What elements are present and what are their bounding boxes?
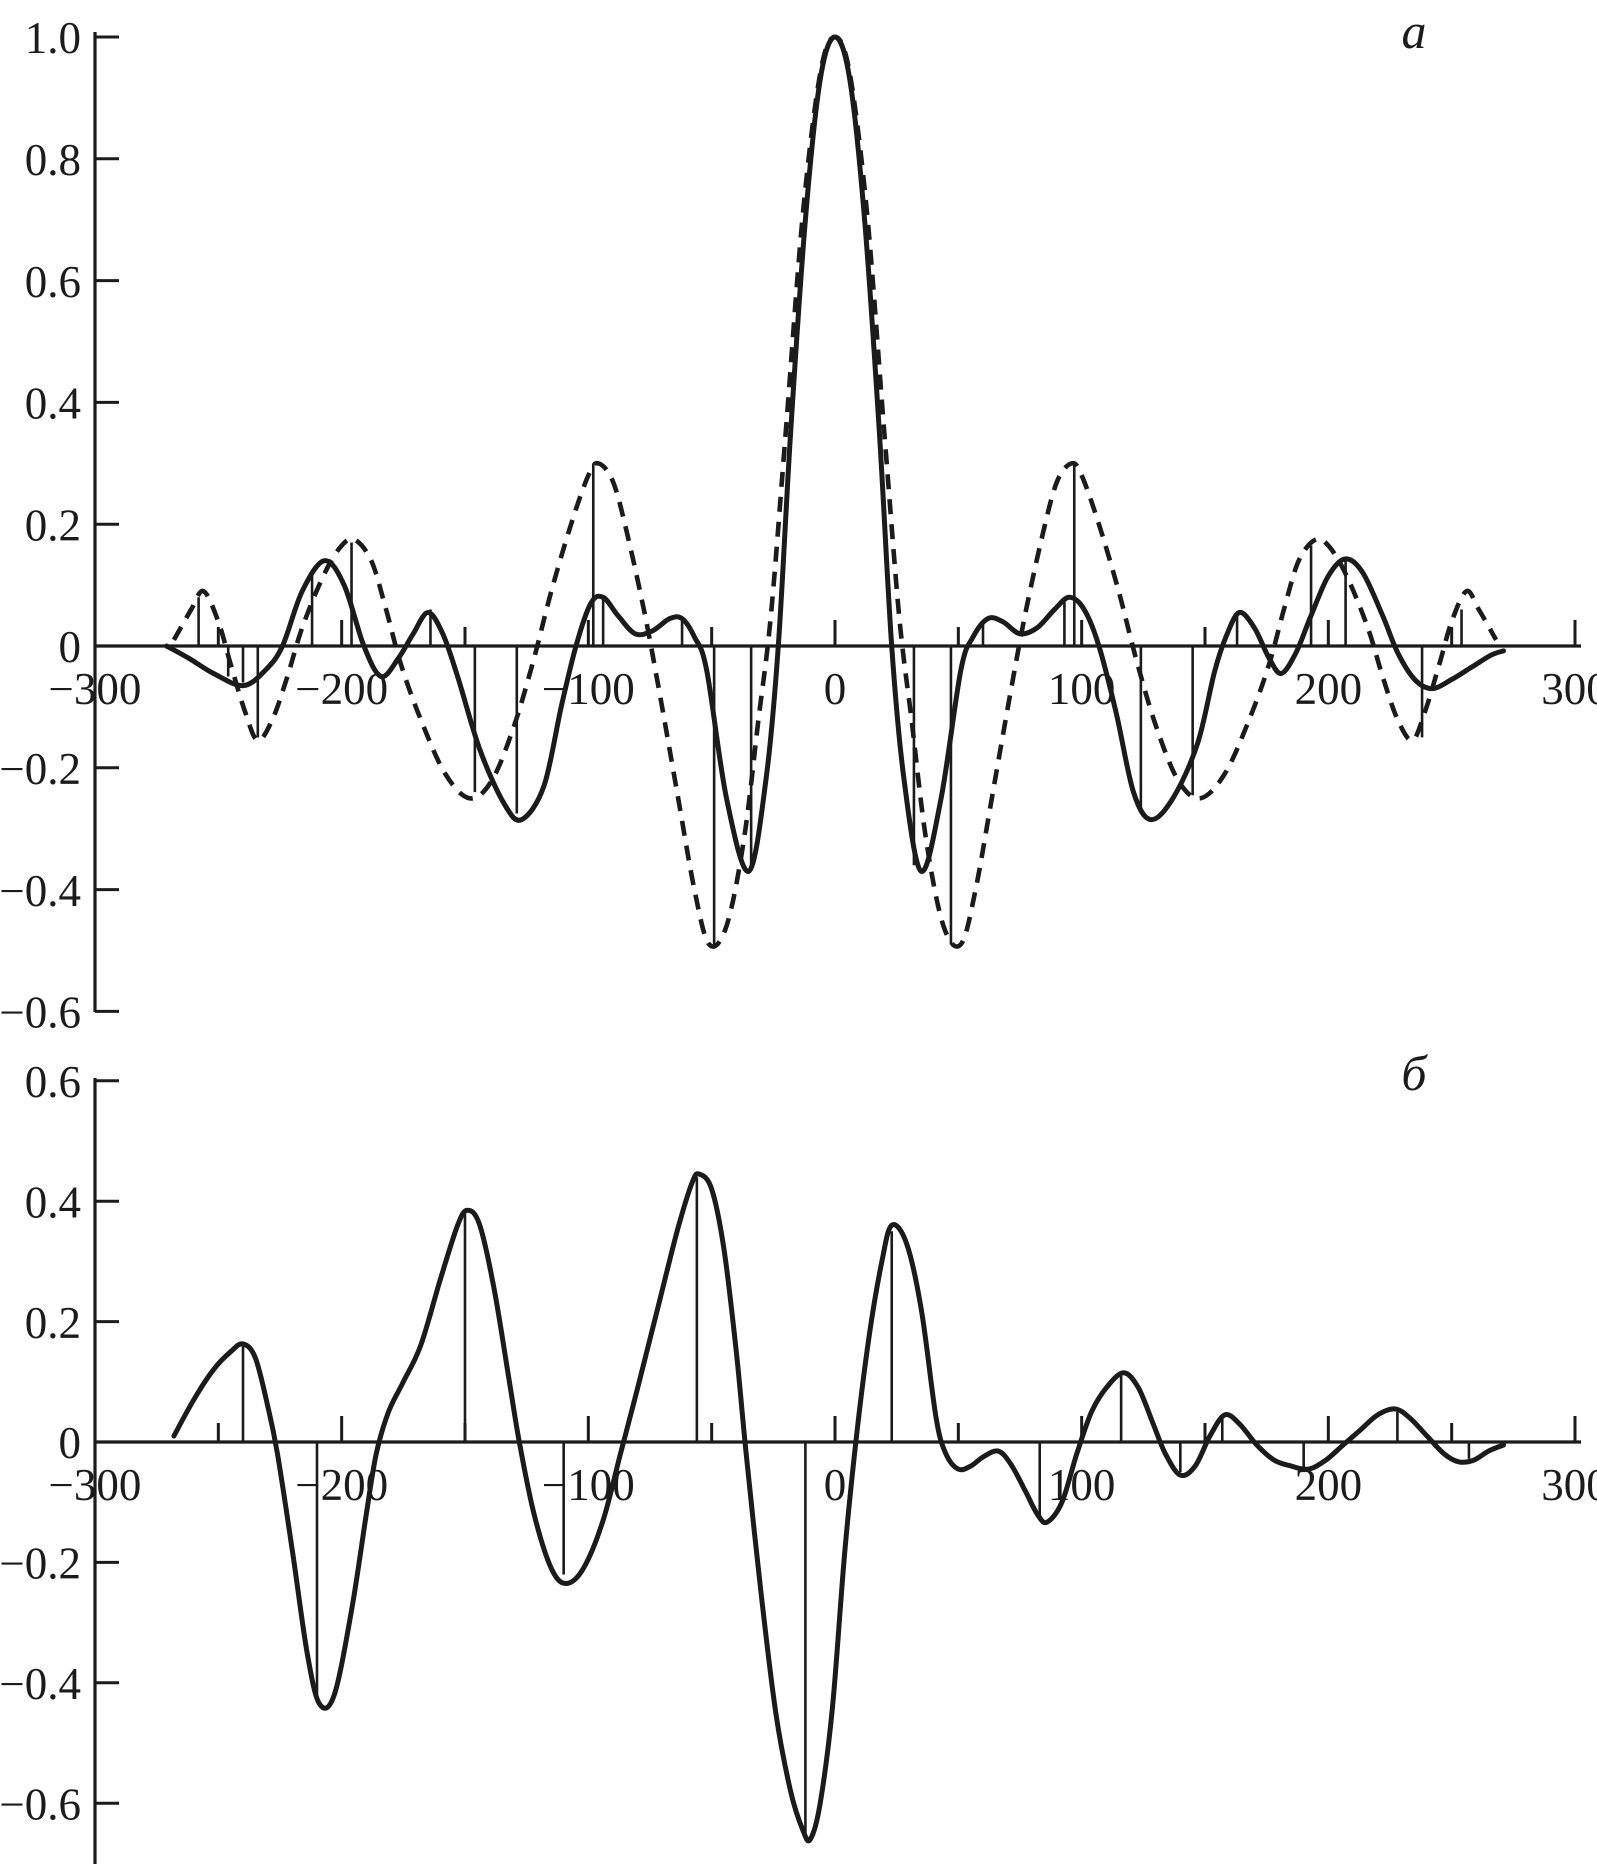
y-tick-label: 0.4: [25, 379, 81, 429]
x-tick-label: 300: [1541, 664, 1597, 714]
panel-a-label: a: [1401, 3, 1427, 59]
y-tick-label: −0.6: [0, 988, 81, 1038]
panel-b: 0.60.40.20−0.2−0.4−0.6−300 −200 −100 0 100 20…: [0, 1057, 1597, 1864]
dashed-reference-curve: [171, 34, 1499, 949]
x-tick-label: 0: [824, 1460, 847, 1510]
x-tick-label: 0: [824, 664, 847, 714]
x-tick-label: 200: [1295, 664, 1363, 714]
y-tick-label: −0.6: [0, 1779, 81, 1829]
panel-b-label: б: [1401, 1045, 1427, 1101]
y-tick-label: −0.4: [0, 1659, 81, 1709]
x-tick-label: 300: [1541, 1460, 1597, 1510]
x-tick-label: −100: [542, 1460, 635, 1510]
y-tick-label: 0: [59, 1418, 82, 1468]
x-tick-label: −300: [49, 1460, 142, 1510]
x-tick-label: 100: [1048, 1460, 1116, 1510]
y-tick-label: 0.4: [25, 1177, 81, 1227]
x-tick-label: −100: [542, 664, 635, 714]
y-tick-label: 0.6: [25, 1057, 81, 1107]
y-tick-label: 1.0: [25, 13, 81, 63]
y-tick-label: 0.2: [25, 500, 81, 550]
y-tick-label: −0.4: [0, 866, 81, 916]
solid-response-curve: [171, 1171, 1506, 1844]
y-tick-label: 0.6: [25, 257, 81, 307]
x-tick-label: −200: [295, 664, 388, 714]
y-tick-label: 0.8: [25, 135, 81, 185]
y-tick-label: 0.2: [25, 1298, 81, 1348]
x-tick-label: −300: [49, 664, 142, 714]
panel-a: 1.0 0.8 0.6 0.4 0.2 0 −0.2 −0.4 −0.6 −300 −200 −100…: [0, 13, 1597, 1037]
y-tick-label: −0.2: [0, 744, 81, 794]
y-tick-label: −0.2: [0, 1539, 81, 1589]
y-tick-label: 0: [59, 622, 82, 672]
solid-correlation-curve: [164, 34, 1506, 874]
panel-b-stems: [241, 1177, 1471, 1834]
